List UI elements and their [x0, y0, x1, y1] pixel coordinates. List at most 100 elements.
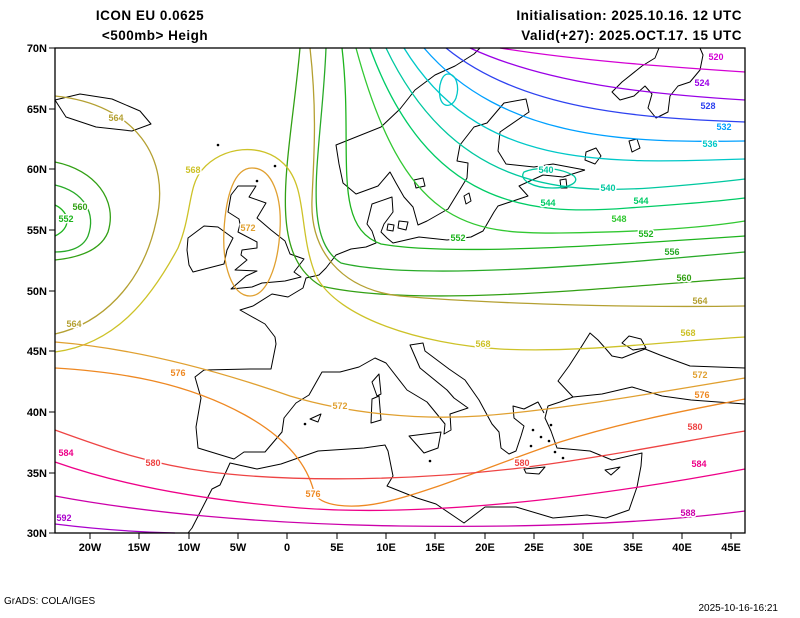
contour-label-524: 524 — [694, 78, 709, 88]
coastline-island-or-lake — [628, 138, 641, 153]
contour-line-540 — [385, 47, 746, 190]
contour-label-564: 564 — [66, 319, 81, 329]
island-dot — [529, 444, 533, 448]
coastline-island-or-lake — [621, 335, 647, 351]
lon-label: 10E — [376, 542, 396, 554]
coastline-island-or-lake — [371, 373, 382, 397]
map-frame-and-axes: 70N 65N 60N 55N 50N 45N 40N 35N 30N 20W 15W 10W 5W 0 5… — [27, 43, 746, 554]
lat-label: 50N — [27, 286, 47, 298]
lon-label: 30E — [573, 542, 593, 554]
lon-label: 25E — [524, 542, 544, 554]
contour-line-528 — [445, 47, 746, 123]
contour-label-560: 560 — [676, 273, 691, 283]
island-dot — [547, 439, 551, 443]
contour-label-576: 576 — [694, 390, 709, 400]
lon-label: 15W — [128, 542, 151, 554]
lat-label: 40N — [27, 407, 47, 419]
lat-label: 60N — [27, 164, 47, 176]
coastline-island-or-lake — [309, 413, 322, 423]
contour-label-572: 572 — [692, 370, 707, 380]
coastline — [335, 47, 586, 226]
contour-line-552 — [54, 204, 68, 237]
contour-line-564 — [309, 47, 746, 308]
contour-label-588: 588 — [680, 508, 695, 518]
contour-label-528: 528 — [700, 101, 715, 111]
contour-label-576: 576 — [170, 368, 185, 378]
lon-label: 20W — [79, 542, 102, 554]
island-dot — [303, 422, 307, 426]
coastline-island-or-lake — [604, 466, 621, 476]
island-dot — [216, 143, 220, 147]
contour-line-572 — [223, 167, 281, 297]
grads-credit: GrADS: COLA/IGES — [4, 596, 95, 607]
contour-label-568: 568 — [680, 328, 695, 338]
contour-line-572 — [54, 341, 746, 418]
contour-label-532: 532 — [716, 122, 731, 132]
contour-lines: 520 524 528 532 536 540 540 544 544 548 552 552 552 5… — [54, 47, 746, 534]
lon-label: 45E — [721, 542, 741, 554]
lon-label: 40E — [672, 542, 692, 554]
contour-label-580: 580 — [514, 458, 529, 468]
coastline — [187, 386, 746, 534]
creation-timestamp: 2025-10-16-16:21 — [698, 603, 778, 614]
coastline — [194, 169, 586, 460]
field-title: <500mb> Heigh — [102, 28, 208, 43]
contour-label-584: 584 — [691, 459, 706, 469]
contour-label-544: 544 — [540, 198, 555, 208]
lat-label: 45N — [27, 346, 47, 358]
island-dot — [273, 164, 277, 168]
island-dot — [255, 179, 259, 183]
contour-label-552: 552 — [450, 233, 465, 243]
contour-label-560: 560 — [72, 202, 87, 212]
contour-label-568: 568 — [185, 165, 200, 175]
contour-label-540: 540 — [600, 183, 615, 193]
contour-label-564: 564 — [692, 296, 707, 306]
contour-line-532 — [423, 47, 746, 143]
contour-line-564 — [54, 95, 161, 335]
contour-line-540 — [522, 167, 577, 189]
contour-label-576: 576 — [305, 489, 320, 499]
lon-label: 20E — [475, 542, 495, 554]
contour-label-572: 572 — [332, 401, 347, 411]
island-dot — [553, 450, 557, 454]
coastline-island-or-lake — [370, 395, 382, 424]
contour-line-536 — [403, 47, 746, 162]
lon-label: 35E — [623, 542, 643, 554]
contour-label-564: 564 — [108, 113, 123, 123]
basemap-coastlines — [54, 47, 746, 534]
contour-line-520 — [499, 47, 746, 73]
contour-line-524 — [469, 47, 746, 101]
contour-label-568: 568 — [475, 339, 490, 349]
coastline-island-or-lake — [186, 225, 234, 273]
coastline-island-or-lake — [54, 93, 152, 132]
contour-label-584: 584 — [58, 448, 73, 458]
contour-label-520: 520 — [708, 52, 723, 62]
contour-line-552 — [341, 47, 746, 251]
contour-line-592 — [54, 523, 176, 534]
island-dot — [549, 423, 553, 427]
contour-label-544: 544 — [633, 196, 648, 206]
contour-line-556 — [315, 47, 746, 272]
contour-line-544 — [369, 47, 746, 211]
contour-line-548 — [355, 47, 746, 234]
lat-label: 70N — [27, 43, 47, 55]
coastline-island-or-lake — [463, 192, 472, 205]
lat-label: 55N — [27, 225, 47, 237]
init-time: Initialisation: 2025.10.16. 12 UTC — [516, 8, 742, 23]
coastline — [557, 332, 746, 398]
coastline-island-or-lake — [413, 177, 426, 189]
contour-line-568 — [54, 148, 746, 353]
contour-label-548: 548 — [611, 214, 626, 224]
contour-label-592: 592 — [56, 513, 71, 523]
contour-label-556: 556 — [664, 247, 679, 257]
contour-line-556 — [54, 184, 92, 253]
valid-time: Valid(+27): 2025.OCT.17. 15 UTC — [521, 28, 742, 43]
contour-label-552: 552 — [58, 214, 73, 224]
contour-label-540: 540 — [538, 165, 553, 175]
coastline-island-or-lake — [523, 466, 546, 475]
contour-line-560 — [284, 47, 746, 297]
lat-label: 30N — [27, 528, 47, 540]
contour-line-580 — [54, 429, 746, 480]
coastline-island-or-lake — [408, 431, 442, 454]
